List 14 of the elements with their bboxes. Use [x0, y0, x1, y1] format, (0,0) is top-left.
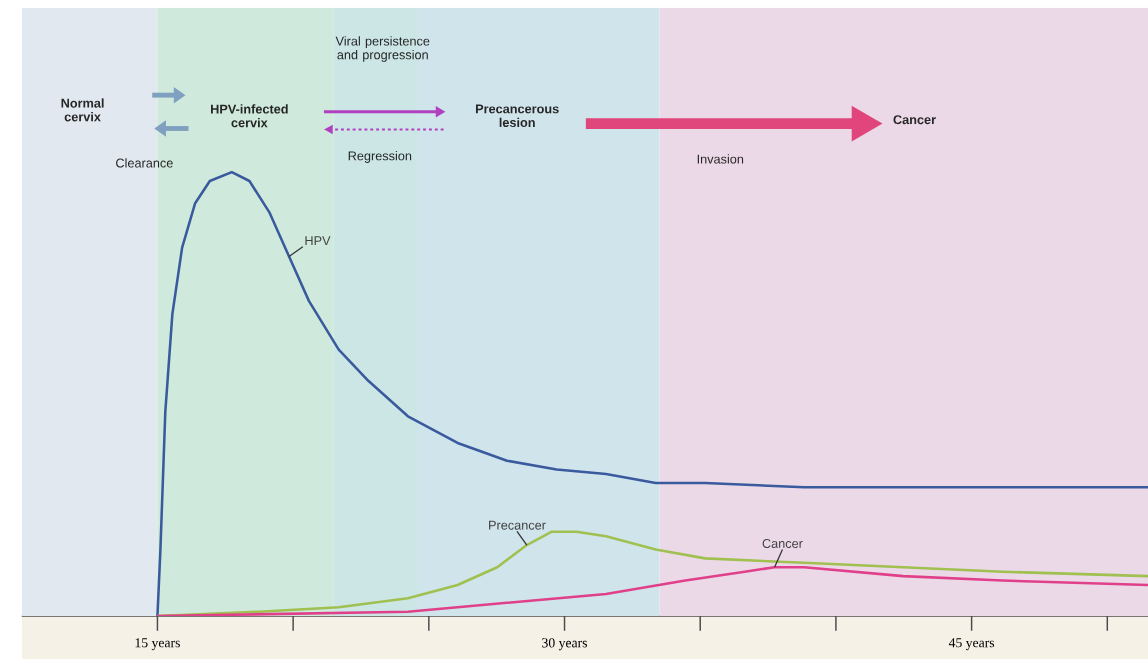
x-tick-label: 45 years: [948, 638, 995, 651]
text: Invasion: [697, 154, 744, 164]
x-tick-label: 30 years: [542, 638, 587, 651]
text: Cancer: [893, 115, 936, 125]
text: Regression: [348, 150, 412, 163]
series-label: Cancer: [762, 538, 803, 548]
series-label: Precancer: [489, 520, 546, 530]
text: Precancerous lesion: [475, 104, 559, 127]
text: Normal cervix: [61, 98, 104, 122]
text: Viral persistence and progression: [335, 36, 430, 62]
series-label: HPV: [305, 236, 331, 245]
text: HPV-infected cervix: [211, 104, 288, 128]
x-tick-label: 15 years: [135, 638, 180, 651]
text: Clearance: [116, 158, 173, 168]
